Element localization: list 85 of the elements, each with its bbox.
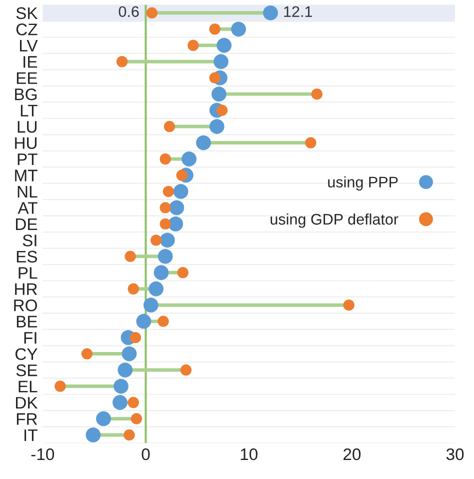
point (124, 250, 136, 262)
point (209, 72, 220, 84)
point (143, 298, 158, 313)
point (214, 54, 228, 70)
y-tick-label: LT (20, 104, 38, 116)
y-tick-label: RO (14, 299, 37, 312)
point (146, 7, 158, 19)
point (124, 429, 135, 441)
point (112, 395, 128, 410)
legend-label: using PPP (328, 176, 398, 191)
y-tick-label: SE (16, 364, 38, 376)
point (154, 265, 169, 280)
point (150, 234, 162, 246)
point (311, 88, 322, 100)
data-label: 0.6 (118, 6, 139, 18)
y-tick-label: AT (18, 202, 38, 214)
y-tick-label: LU (18, 121, 37, 133)
point (118, 362, 133, 378)
y-tick-label: PT (18, 154, 38, 166)
point (188, 40, 199, 51)
legend-label: using GDP deflator (270, 213, 398, 228)
x-tick-label: 30 (446, 448, 464, 460)
point (148, 281, 164, 296)
y-tick-label: CZ (16, 24, 38, 36)
y-tick-label: BG (15, 88, 37, 100)
point (305, 137, 316, 148)
point (182, 152, 197, 166)
point (54, 380, 66, 392)
point (160, 218, 171, 230)
point (216, 38, 232, 53)
point (160, 232, 175, 248)
point (122, 346, 137, 362)
y-tick-label: EL (18, 380, 38, 392)
point (81, 348, 93, 360)
y-tick-label: EE (16, 72, 38, 84)
y-tick-label: HR (15, 283, 38, 295)
point (114, 378, 128, 394)
y-tick-label: LV (20, 40, 38, 52)
point (231, 22, 246, 37)
y-tick-label: HU (15, 137, 37, 149)
point (168, 216, 184, 232)
y-tick-label: IE (24, 56, 38, 68)
x-tick-label: -10 (31, 448, 54, 460)
point (128, 283, 139, 294)
y-tick-label: CY (15, 348, 38, 360)
point (128, 396, 139, 408)
point (212, 86, 226, 102)
point (158, 248, 173, 264)
y-tick-label: ES (16, 250, 38, 263)
point (86, 428, 101, 442)
y-tick-label: FI (24, 332, 36, 344)
point (177, 267, 188, 278)
y-tick-label: DK (16, 397, 38, 409)
point (96, 411, 111, 426)
y-tick-label: DE (16, 218, 38, 230)
point (173, 184, 188, 199)
data-label: 12.1 (284, 6, 312, 17)
point (136, 314, 152, 329)
point (209, 119, 224, 134)
point (164, 120, 176, 132)
point (216, 104, 228, 116)
x-tick-label: 20 (344, 448, 361, 460)
point (169, 200, 184, 216)
x-tick-label: 10 (240, 448, 258, 460)
y-tick-label: MT (15, 170, 38, 182)
y-tick-label: SI (22, 234, 36, 246)
point (196, 135, 211, 150)
y-tick-label: PL (18, 267, 38, 279)
y-tick-label: SK (16, 7, 38, 20)
point (343, 299, 354, 311)
y-tick-label: NL (18, 186, 38, 198)
point (158, 316, 169, 327)
point (263, 5, 278, 20)
point (130, 332, 142, 344)
point (116, 56, 128, 68)
y-tick-label: FR (16, 413, 38, 425)
point (130, 413, 142, 424)
y-tick-label: BE (16, 316, 38, 328)
point (160, 153, 171, 165)
x-tick-label: 0 (142, 448, 150, 460)
point (180, 364, 192, 376)
point (162, 186, 174, 198)
y-tick-label: IT (24, 430, 38, 441)
point (209, 24, 220, 35)
point (160, 202, 171, 214)
